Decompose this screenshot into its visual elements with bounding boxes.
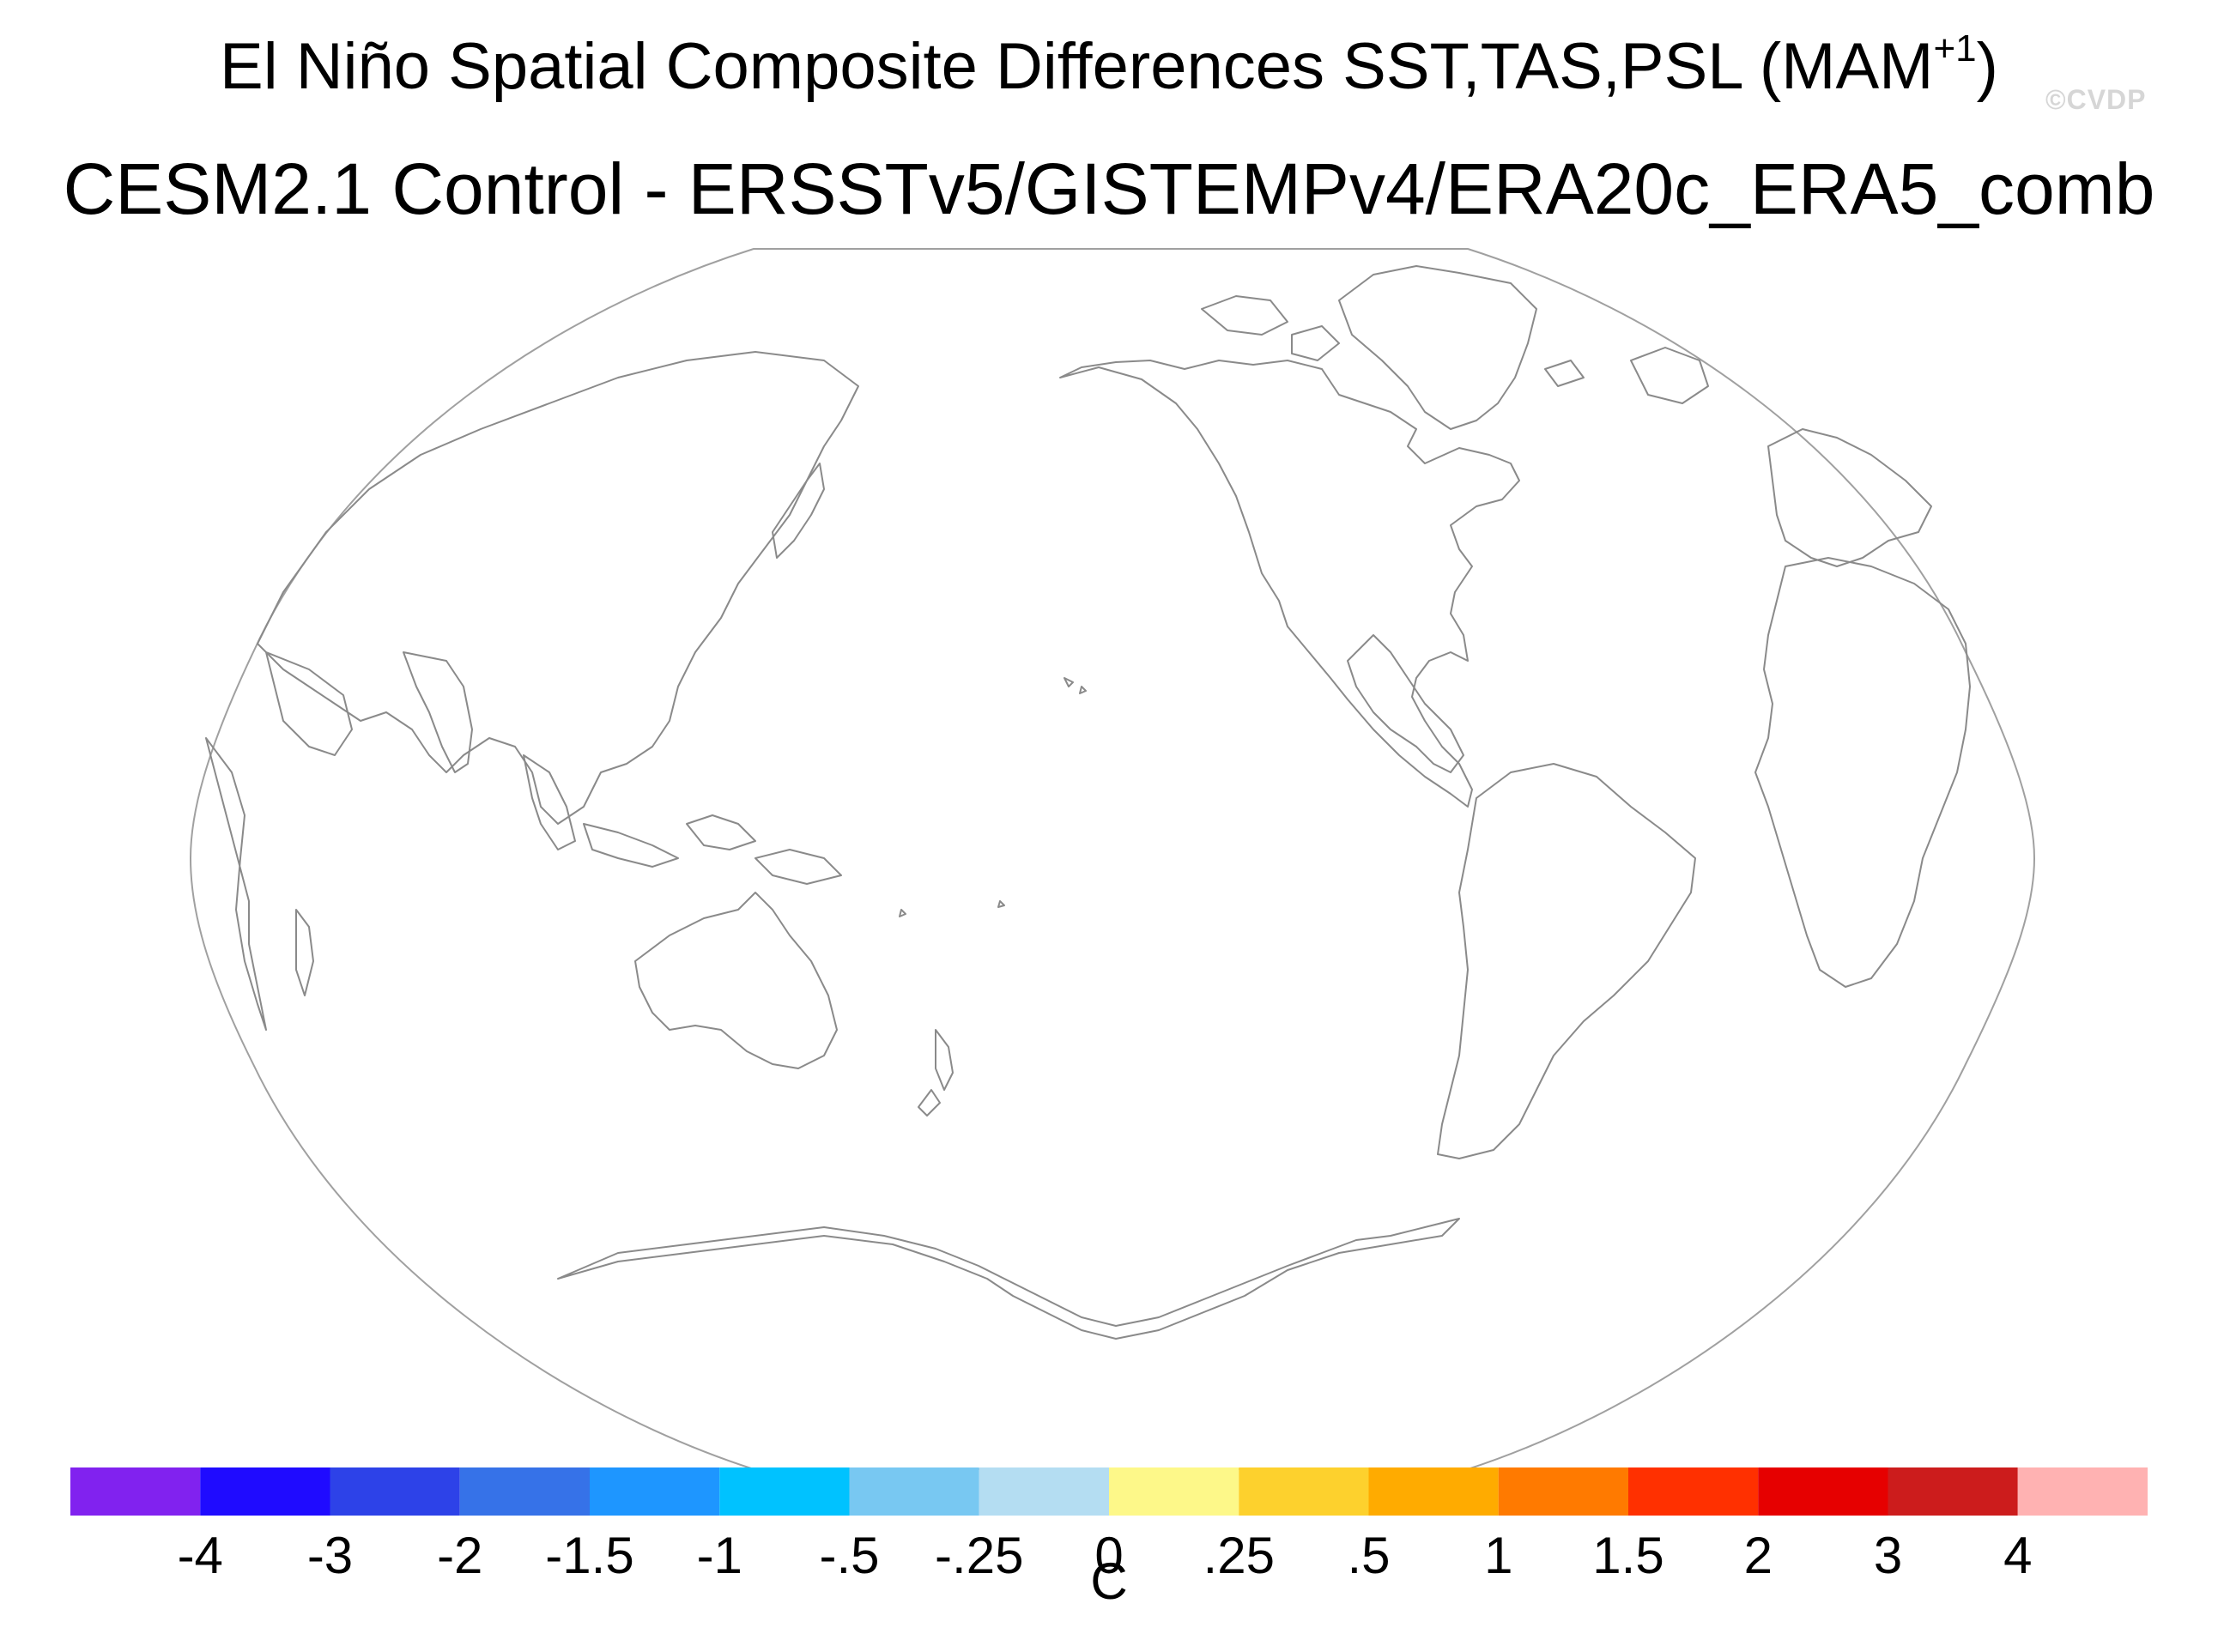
colorbar-tick-label: -3 <box>306 1527 354 1584</box>
africa-east-coast <box>205 737 314 1031</box>
plot-title-text: El Niño Spatial Composite Differences SS… <box>220 30 1934 103</box>
arctic-islands-coast <box>1201 295 1585 387</box>
plot-title-suffix: ) <box>1976 30 1998 103</box>
colorbar-box <box>1628 1467 1759 1516</box>
coastlines <box>205 265 1971 1340</box>
colorbar-box <box>459 1467 590 1516</box>
colorbar-tick-label: 3 <box>1873 1527 1903 1584</box>
colorbar-box <box>1498 1467 1628 1516</box>
pacific-islands-coast <box>899 677 1087 917</box>
central-america-coast <box>1347 634 1464 773</box>
colorbar-tick-label: -.5 <box>819 1527 880 1584</box>
colorbar-tick-label: 1 <box>1484 1527 1513 1584</box>
colorbar-box <box>2017 1467 2148 1516</box>
colorbar-tick-label: 4 <box>2003 1527 2033 1584</box>
south-america-coast <box>1437 763 1696 1159</box>
africa-coast <box>1754 557 1971 988</box>
colorbar-tick-label: 2 <box>1743 1527 1773 1584</box>
new-zealand-coast <box>918 1029 954 1116</box>
colorbar-box <box>719 1467 850 1516</box>
plot-title: El Niño Spatial Composite Differences SS… <box>0 26 2218 108</box>
australia-coast <box>634 892 838 1069</box>
japan-coast <box>772 463 825 559</box>
plot-subtitle: CESM2.1 Control - ERSSTv5/GISTEMPv4/ERA2… <box>63 148 2155 229</box>
colorbar-tick-label: 0 <box>1094 1527 1124 1584</box>
colorbar-box <box>1109 1467 1239 1516</box>
southeast-asia-coast <box>523 754 842 885</box>
colorbar-tick-label: -1.5 <box>545 1527 634 1584</box>
colorbar-tick-label: .5 <box>1347 1527 1391 1584</box>
north-america-coast <box>1059 360 1520 808</box>
antarctica-coast <box>557 1218 1460 1340</box>
arabia-india-coast <box>265 651 473 773</box>
colorbar-box <box>200 1467 330 1516</box>
colorbar-tick-label: -.25 <box>935 1527 1024 1584</box>
colorbar-box <box>1758 1467 1888 1516</box>
colorbar-box <box>1368 1467 1499 1516</box>
colorbar-tick-label: -2 <box>437 1527 483 1584</box>
colorbar-units-label: C <box>1090 1552 1128 1610</box>
europe-coast <box>1630 347 1932 567</box>
colorbar-box <box>330 1467 460 1516</box>
colorbar-box <box>590 1467 720 1516</box>
colorbar-box <box>849 1467 979 1516</box>
colorbar-box <box>70 1467 201 1516</box>
colorbar-box <box>1888 1467 2018 1516</box>
cvdp-watermark: ©CVDP <box>2045 84 2147 115</box>
colorbar-tick-label: -1 <box>696 1527 742 1584</box>
colorbar-tick-label: 1.5 <box>1592 1527 1664 1584</box>
colorbar-tick-label: -4 <box>177 1527 223 1584</box>
eurasia-west-coast <box>257 351 859 825</box>
colorbar-box <box>979 1467 1109 1516</box>
colorbar-box <box>1239 1467 1369 1516</box>
colorbar-tick-label: .25 <box>1203 1527 1275 1584</box>
greenland-coast <box>1338 265 1537 430</box>
plot-title-superscript: +1 <box>1933 27 1977 70</box>
